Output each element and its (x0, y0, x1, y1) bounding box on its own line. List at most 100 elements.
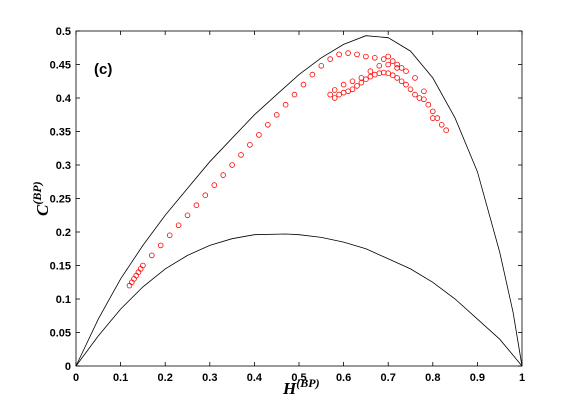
data-point (256, 132, 262, 138)
bounds (75, 35, 523, 367)
data-point (434, 115, 441, 121)
data-point (282, 101, 289, 108)
y-tick-label: 0.15 (50, 261, 71, 273)
data-point (398, 65, 405, 71)
data-point (300, 81, 307, 88)
data-point (273, 112, 280, 118)
x-tick-label: 0.1 (113, 372, 128, 384)
data-point (349, 78, 356, 85)
y-axis-label-main: C (33, 204, 52, 216)
data-point (340, 89, 347, 96)
data-point (336, 91, 342, 98)
data-point (367, 73, 374, 80)
data-point (166, 232, 173, 239)
x-axis-label-sup: (BP) (296, 376, 319, 390)
data-point (394, 65, 400, 71)
data-point (407, 86, 414, 93)
data-point (363, 76, 369, 82)
x-tick-label: 0.9 (470, 372, 485, 384)
x-tick-label: 0.2 (158, 372, 173, 384)
y-tick-label: 0.25 (50, 194, 71, 206)
data-point (376, 63, 383, 69)
data-point (175, 222, 182, 229)
y-axis-label: C(BP) (30, 181, 52, 216)
data-point (340, 81, 347, 88)
data-point (126, 282, 133, 289)
data-point (416, 95, 423, 101)
y-tick-label: 0.4 (56, 93, 72, 105)
panel-label: (c) (94, 61, 112, 78)
upper-bound-curve (75, 35, 523, 367)
data-point (389, 72, 396, 78)
data-point (140, 262, 146, 269)
data-point (193, 202, 200, 209)
data-point (354, 83, 360, 89)
lower-bound-curve (75, 233, 523, 367)
y-tick-label: 0.35 (50, 127, 71, 139)
data-point (264, 122, 271, 128)
x-tick-label: 0.7 (381, 372, 396, 384)
y-tick-label: 0.3 (56, 160, 71, 172)
data-point (403, 68, 409, 74)
plot-frame (75, 30, 523, 367)
data-point (376, 70, 383, 76)
x-tick-label: 0.3 (202, 372, 217, 384)
data-point (327, 56, 334, 62)
data-point (358, 75, 365, 81)
y-axis-label-sup: (BP) (30, 181, 44, 204)
x-tick-label: 0 (73, 372, 79, 384)
data-point (421, 96, 427, 103)
data-point (371, 54, 378, 61)
data-point (429, 115, 436, 121)
y-tick-label: 0.45 (50, 60, 71, 72)
data-point (238, 152, 244, 158)
y-tick-label: 0.5 (56, 26, 71, 38)
data-point (438, 122, 445, 128)
data-point (367, 68, 374, 74)
data-point (412, 75, 418, 81)
data-point (149, 252, 155, 259)
x-tick-label: 1 (519, 372, 525, 384)
data-point (211, 182, 218, 188)
data-point (385, 70, 392, 76)
x-tick-label: 0.8 (425, 372, 440, 384)
data-point (403, 81, 409, 88)
data-points (126, 50, 450, 289)
data-point (327, 91, 334, 98)
data-point (363, 53, 369, 60)
data-point (336, 51, 342, 58)
data-point (443, 127, 450, 133)
data-point (354, 51, 360, 58)
data-point (380, 56, 387, 62)
data-point (157, 242, 164, 249)
x-axis-label-main: H (282, 379, 297, 398)
data-point (425, 101, 432, 108)
data-point (380, 69, 387, 76)
data-point (331, 95, 338, 101)
data-point (385, 61, 392, 68)
data-point (331, 87, 338, 93)
data-point (247, 142, 253, 148)
x-tick-label: 0.5 (291, 372, 306, 384)
data-point (318, 63, 325, 69)
data-point (202, 192, 209, 199)
data-point (358, 79, 365, 86)
data-point (371, 71, 378, 78)
data-point (412, 91, 418, 98)
data-point (345, 88, 351, 95)
data-point (345, 50, 351, 56)
data-point (385, 53, 392, 60)
data-point (421, 88, 427, 95)
x-tick-label: 0.6 (336, 372, 351, 384)
data-point (389, 58, 396, 64)
data-point (349, 86, 356, 93)
y-tick-label: 0.05 (50, 328, 71, 340)
x-axis-label: H(BP) (282, 376, 320, 398)
data-point (394, 61, 400, 68)
data-point (229, 162, 235, 168)
data-point (291, 91, 298, 98)
data-point (220, 172, 227, 178)
data-point (309, 71, 316, 78)
y-tick-label: 0.2 (56, 227, 71, 239)
